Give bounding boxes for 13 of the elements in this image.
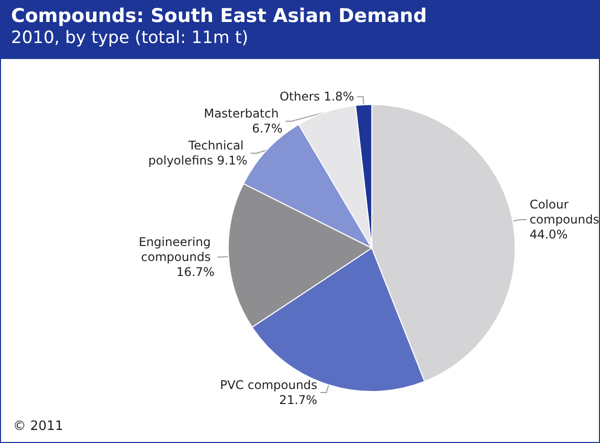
data-label: 21.7% [275, 393, 318, 408]
slice-label: PVC compounds [220, 378, 318, 392]
slice-label: Masterbatch [204, 106, 283, 121]
slice-label: Colour compounds [530, 198, 600, 227]
slice-label: Engineering compounds [138, 235, 215, 264]
data-label: 44.0% [530, 228, 568, 242]
data-label: 16.7% [176, 265, 215, 280]
chart-subtitle: 2010, by type (total: 11m t) [11, 28, 250, 48]
chart-title: Compounds: South East Asian Demand [11, 5, 428, 27]
slice-label: Technical polyolefins 9.1% [148, 138, 248, 168]
slice-label: Others 1.8% [280, 90, 354, 104]
data-label: 6.7% [252, 122, 283, 136]
text: © 2011 [13, 419, 64, 434]
